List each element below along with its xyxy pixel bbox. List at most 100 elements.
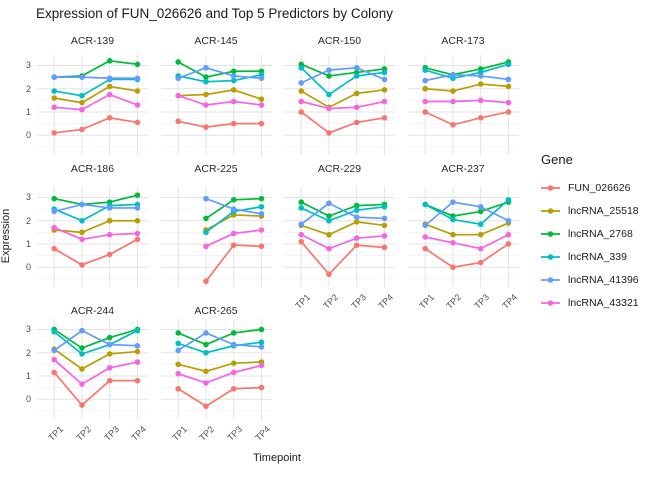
x-tick-label: TP1 (170, 424, 189, 443)
data-point-lncRNA_25518 (230, 87, 237, 93)
data-point-lncRNA_339 (258, 339, 264, 346)
data-point-FUN_026626 (353, 119, 360, 126)
data-point-lncRNA_43321 (477, 245, 484, 252)
facet-strip-ACR-150: ACR-150 (317, 35, 362, 47)
data-point-FUN_026626 (449, 264, 456, 271)
data-point-lncRNA_41396 (79, 327, 85, 334)
data-point-lncRNA_25518 (326, 231, 332, 238)
data-point-FUN_026626 (106, 377, 113, 384)
data-point-lncRNA_25518 (449, 231, 456, 238)
data-point-lncRNA_2768 (202, 74, 209, 80)
data-point-FUN_026626 (505, 241, 511, 247)
legend-label: lncRNA_41396 (568, 274, 639, 286)
data-point-lncRNA_43321 (134, 102, 141, 108)
legend: Gene FUN_026626 lncRNA_25518 lncRNA_2768 ln… (541, 152, 639, 319)
data-point-lncRNA_43321 (51, 224, 58, 231)
data-point-FUN_026626 (79, 126, 85, 133)
data-point-lncRNA_339 (353, 207, 360, 214)
data-point-lncRNA_41396 (326, 200, 332, 207)
facet-panel-ACR-265 (160, 319, 272, 419)
data-point-lncRNA_25518 (106, 83, 113, 90)
series-line-lncRNA_339 (53, 329, 138, 355)
facet-strip-ACR-237: ACR-237 (441, 163, 485, 175)
series-line-lncRNA_43321 (54, 93, 138, 111)
data-point-lncRNA_41396 (477, 73, 484, 79)
data-point-lncRNA_41396 (51, 208, 58, 215)
data-point-lncRNA_41396 (230, 206, 237, 212)
series-line-FUN_026626 (424, 111, 509, 126)
data-point-lncRNA_41396 (134, 342, 141, 349)
legend-key-icon (541, 208, 560, 214)
data-point-lncRNA_41396 (174, 75, 181, 82)
data-point-lncRNA_43321 (106, 231, 113, 238)
data-point-lncRNA_43321 (505, 99, 511, 106)
data-point-lncRNA_43321 (449, 240, 456, 246)
data-point-lncRNA_43321 (106, 91, 113, 98)
facet-panel-ACR-139 (37, 55, 148, 155)
data-point-lncRNA_339 (258, 203, 264, 210)
x-tick-label: TP3 (349, 292, 368, 311)
data-point-FUN_026626 (326, 130, 332, 136)
data-point-FUN_026626 (134, 119, 141, 126)
data-point-FUN_026626 (174, 385, 181, 392)
data-point-lncRNA_41396 (202, 195, 209, 202)
x-tick-label: TP3 (472, 292, 492, 311)
data-point-lncRNA_43321 (326, 105, 332, 112)
data-point-lncRNA_339 (326, 217, 332, 224)
data-point-FUN_026626 (106, 251, 113, 258)
data-point-lncRNA_2768 (258, 326, 264, 333)
facet-strip-ACR-229: ACR-229 (317, 163, 362, 175)
data-point-lncRNA_41396 (79, 201, 85, 208)
data-point-lncRNA_41396 (134, 205, 141, 211)
x-tick-label: TP2 (197, 424, 217, 443)
series-line-FUN_026626 (54, 116, 138, 134)
data-point-lncRNA_41396 (134, 75, 141, 82)
data-point-lncRNA_43321 (134, 230, 141, 237)
data-point-lncRNA_25518 (106, 351, 113, 357)
legend-label: lncRNA_2768 (568, 228, 633, 240)
series-line-lncRNA_41396 (177, 331, 262, 352)
data-point-FUN_026626 (202, 124, 209, 130)
series-line-lncRNA_41396 (177, 66, 262, 80)
legend-key-icon (541, 185, 560, 191)
series-line-lncRNA_339 (54, 78, 138, 97)
series-line-lncRNA_339 (177, 73, 262, 83)
data-point-lncRNA_339 (505, 196, 511, 203)
series-line-lncRNA_339 (53, 203, 138, 222)
data-point-lncRNA_339 (174, 340, 181, 347)
facet-panel-ACR-186 (37, 187, 148, 287)
data-point-lncRNA_2768 (134, 192, 141, 198)
data-point-lncRNA_43321 (202, 102, 209, 108)
data-point-FUN_026626 (326, 271, 332, 278)
data-point-FUN_026626 (298, 109, 305, 115)
y-tick-label: 0 (25, 394, 31, 405)
series-line-lncRNA_41396 (300, 202, 385, 225)
series-line-lncRNA_2768 (424, 61, 509, 76)
data-point-lncRNA_2768 (106, 58, 113, 64)
data-point-lncRNA_2768 (230, 68, 237, 75)
data-point-lncRNA_43321 (258, 362, 264, 369)
legend-items: FUN_026626 lncRNA_25518 lncRNA_2768 lncRNA_… (541, 181, 639, 310)
chart-title: Expression of FUN_026626 and Top 5 Predi… (36, 6, 393, 21)
series-line-lncRNA_25518 (54, 219, 138, 234)
data-point-lncRNA_2768 (326, 213, 332, 219)
data-point-FUN_026626 (298, 238, 305, 245)
y-tick-label: 0 (25, 130, 31, 141)
facet-strip-ACR-186: ACR-186 (70, 163, 115, 175)
data-point-lncRNA_339 (326, 91, 332, 98)
data-point-lncRNA_43321 (106, 365, 113, 371)
data-point-lncRNA_339 (134, 327, 141, 334)
data-point-lncRNA_41396 (79, 74, 85, 80)
data-point-lncRNA_41396 (106, 205, 113, 211)
data-point-FUN_026626 (505, 109, 511, 115)
series-line-lncRNA_2768 (177, 61, 261, 78)
data-point-lncRNA_25518 (79, 99, 85, 106)
data-point-FUN_026626 (51, 245, 58, 252)
series-line-FUN_026626 (300, 111, 385, 134)
series-line-lncRNA_25518 (54, 85, 138, 104)
y-tick-label: 1 (25, 106, 31, 117)
facet-strip-ACR-139: ACR-139 (70, 35, 115, 47)
data-point-lncRNA_41396 (230, 73, 237, 79)
legend-item-lncRNA_43321: lncRNA_43321 (541, 296, 639, 310)
series-line-lncRNA_43321 (300, 100, 385, 110)
